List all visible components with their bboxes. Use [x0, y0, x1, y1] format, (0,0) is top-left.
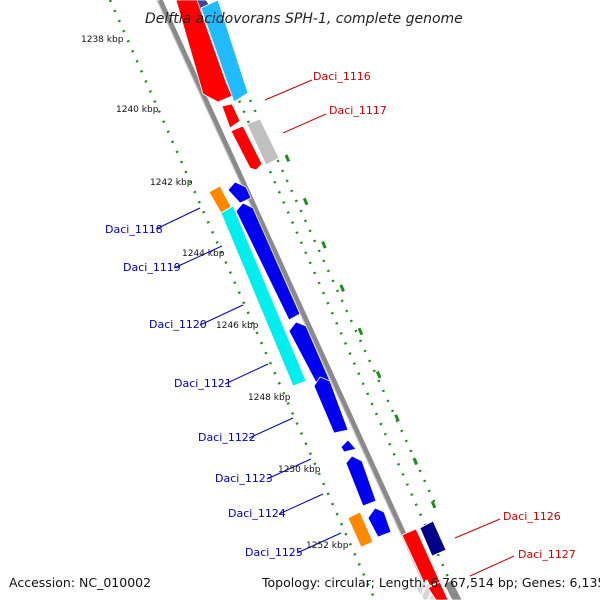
leader-daci-1120 — [199, 304, 244, 326]
gene-block-daci-1124 — [345, 455, 377, 507]
leader-daci-1116 — [264, 79, 313, 101]
gene-label-daci-1122[interactable]: Daci_1122 — [198, 431, 256, 444]
gene-block-top-red — [175, 0, 233, 103]
kbp-label-1242: 1242 kbp — [150, 178, 193, 188]
gene-block-daci-1117 — [246, 118, 280, 166]
gene-block-daci-1122 — [313, 376, 349, 434]
ruler-lines — [108, 0, 460, 600]
gene-block-daci-1123 — [340, 439, 357, 453]
gene-block-daci-1126-navy — [419, 520, 447, 557]
gene-label-daci-1121[interactable]: Daci_1121 — [174, 377, 232, 390]
topology-text: Topology: circular; Length: 6,767,514 bp… — [261, 575, 600, 590]
gene-label-daci-1123[interactable]: Daci_1123 — [215, 472, 273, 485]
leader-daci-1126 — [454, 518, 501, 539]
gene-block-bottom-gray — [443, 579, 463, 600]
gene-block-daci-1127-red — [427, 581, 449, 600]
gene-block-daci-1119-long — [235, 202, 301, 321]
kbp-label-1252: 1252 kbp — [306, 541, 349, 551]
leader-daci-1127 — [469, 555, 515, 577]
gene-block-daci-1127-stripe — [413, 579, 438, 600]
kbp-label-1240: 1240 kbp — [116, 105, 159, 115]
gene-block-daci-1125-blue — [367, 507, 392, 538]
gene-blocks — [175, 0, 463, 600]
gene-labels: Daci_1116 Daci_1117 Daci_1118 Daci_1119 … — [105, 70, 576, 561]
gene-block-daci-1120 — [220, 205, 307, 387]
leader-daci-1121 — [224, 363, 269, 385]
leader-daci-1123 — [266, 458, 312, 480]
ruler-line-right — [216, 29, 440, 511]
ruler-tick-line — [284, 154, 442, 521]
kbp-tick-labels: 1238 kbp 1240 kbp 1242 kbp 1244 kbp 1246… — [81, 35, 349, 551]
gene-block-daci-1125 — [347, 511, 374, 548]
accession-text: Accession: NC_010002 — [9, 575, 151, 590]
kbp-label-1248: 1248 kbp — [248, 393, 291, 403]
gene-block-daci-1119 — [227, 181, 252, 204]
gene-block-small-red — [221, 103, 241, 129]
leader-daci-1122 — [248, 417, 294, 439]
kbp-label-1238: 1238 kbp — [81, 35, 124, 45]
gene-label-daci-1124[interactable]: Daci_1124 — [228, 507, 286, 520]
gene-block-daci-1121 — [288, 321, 334, 393]
gene-label-daci-1120[interactable]: Daci_1120 — [149, 318, 207, 331]
page-title: Delftia acidovorans SPH-1, complete geno… — [145, 11, 463, 27]
leader-lines — [155, 79, 515, 577]
gene-block-daci-1116 — [200, 0, 249, 103]
kbp-label-1246: 1246 kbp — [216, 321, 259, 331]
gene-label-daci-1125[interactable]: Daci_1125 — [245, 546, 303, 559]
leader-daci-1118 — [155, 207, 201, 230]
kbp-label-1244: 1244 kbp — [182, 249, 225, 259]
leader-daci-1119 — [173, 245, 223, 269]
axis-backbone — [157, 0, 437, 600]
gene-label-daci-1119[interactable]: Daci_1119 — [123, 261, 181, 274]
leader-daci-1117 — [282, 113, 327, 134]
leader-daci-1124 — [278, 493, 324, 515]
kbp-label-1250: 1250 kbp — [278, 465, 321, 475]
ruler-major-ticks — [284, 154, 442, 521]
leader-daci-1125 — [296, 532, 342, 554]
gene-label-daci-1127[interactable]: Daci_1127 — [518, 548, 576, 561]
gene-label-daci-1117[interactable]: Daci_1117 — [329, 104, 387, 117]
gene-label-daci-1118[interactable]: Daci_1118 — [105, 223, 163, 236]
genome-axis — [156, 0, 437, 600]
gene-block-daci-1117-red — [230, 125, 263, 171]
gene-label-daci-1126[interactable]: Daci_1126 — [503, 510, 561, 523]
gene-label-daci-1116[interactable]: Daci_1116 — [313, 70, 371, 83]
